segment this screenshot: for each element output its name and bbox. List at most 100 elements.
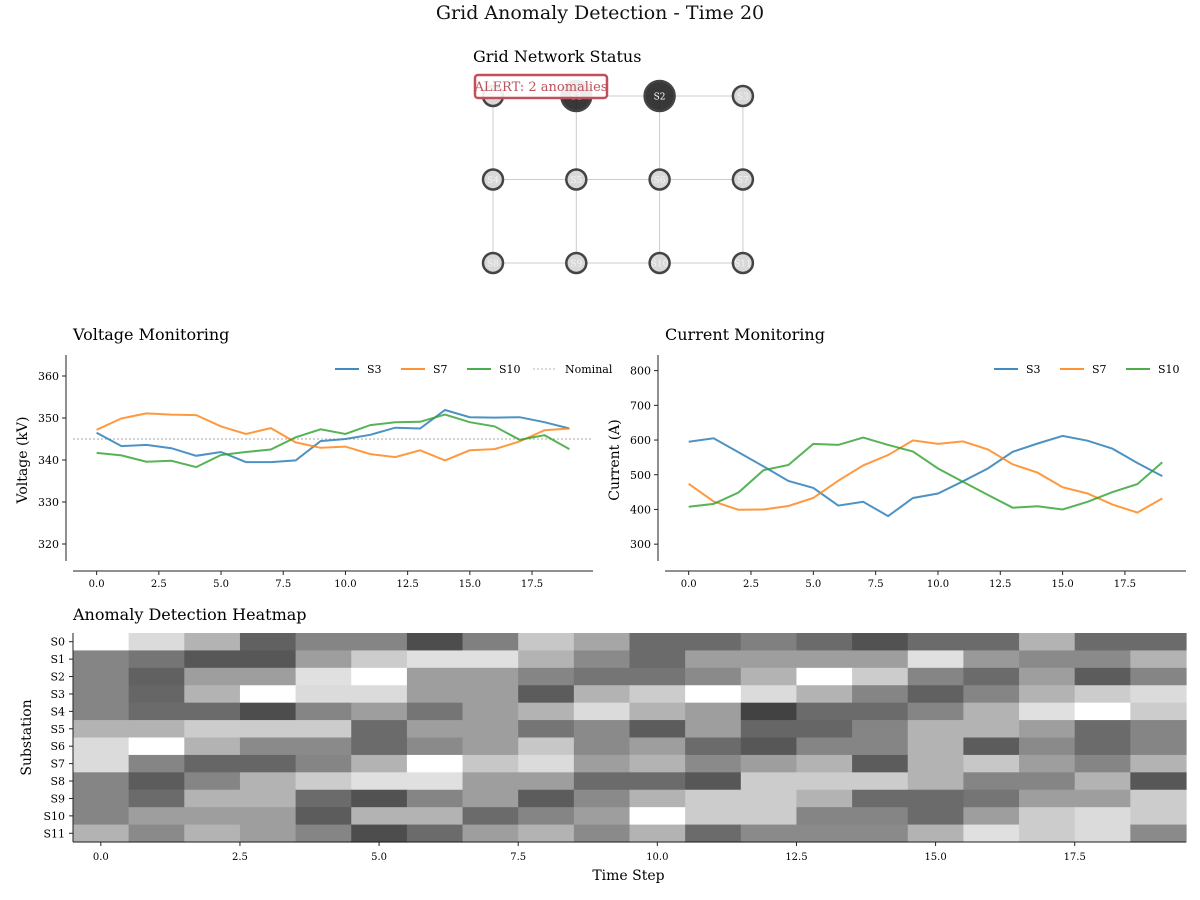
- heatmap-cell: [518, 720, 575, 739]
- heatmap-cell: [184, 702, 241, 721]
- heatmap-cell: [462, 807, 519, 826]
- heatmap-cell: [963, 685, 1020, 704]
- heatmap-cell: [128, 685, 185, 704]
- substation-node-label: S10: [651, 260, 669, 270]
- heatmap-cell: [239, 789, 297, 808]
- heatmap-cell: [406, 667, 464, 686]
- heatmap-x-tick-label: 17.5: [1064, 852, 1086, 863]
- heatmap-cell: [462, 633, 519, 652]
- heatmap-cell: [573, 650, 631, 669]
- heatmap-cell: [518, 685, 575, 704]
- heatmap-cell: [73, 702, 130, 721]
- heatmap-cell: [295, 807, 352, 826]
- heatmap-cell: [73, 737, 130, 756]
- heatmap-cell: [1019, 667, 1076, 686]
- heatmap-cell: [1130, 650, 1187, 669]
- heatmap-cell: [573, 667, 631, 686]
- voltage-y-tick-label: 350: [38, 412, 59, 425]
- heatmap-cell: [1019, 685, 1076, 704]
- heatmap-cell: [128, 702, 185, 721]
- current-x-tick-label: 0.0: [681, 579, 697, 590]
- current-series-line-s3: [688, 434, 1163, 518]
- voltage-legend-label: S7: [433, 363, 448, 376]
- heatmap-cell: [518, 807, 575, 826]
- heatmap-cell: [239, 772, 297, 791]
- voltage-x-tick-label: 7.5: [275, 579, 291, 590]
- heatmap-cell: [239, 685, 297, 704]
- heatmap-cell: [796, 772, 853, 791]
- heatmap-cell: [184, 737, 241, 756]
- heatmap-cell: [462, 702, 519, 721]
- heatmap-cell: [184, 650, 241, 669]
- current-title: Current Monitoring: [665, 325, 825, 344]
- heatmap-cell: [963, 807, 1020, 826]
- network-panel: Grid Network StatusS0S1S2S3S4S5S6S7S8S9S…: [473, 47, 755, 275]
- heatmap-cell: [1130, 824, 1187, 843]
- heatmap-cell: [295, 720, 352, 739]
- heatmap-cell: [406, 754, 464, 773]
- heatmap-y-tick-label: S2: [50, 671, 65, 684]
- voltage-series-line-s7: [96, 412, 570, 462]
- heatmap-cell: [852, 772, 909, 791]
- heatmap-cell: [73, 667, 130, 686]
- heatmap-cell: [1074, 667, 1131, 686]
- heatmap-cell: [128, 667, 185, 686]
- heatmap-cell: [1130, 685, 1187, 704]
- heatmap-cell: [852, 685, 909, 704]
- heatmap-cell: [406, 772, 464, 791]
- heatmap-cell: [351, 737, 408, 756]
- heatmap-y-axis-label: Substation: [19, 699, 35, 775]
- substation-node: [565, 251, 588, 275]
- heatmap-cell: [907, 824, 964, 843]
- heatmap-cell: [295, 650, 352, 669]
- alert-box: [473, 73, 609, 100]
- substation-node-label: S7: [737, 176, 749, 186]
- heatmap-cell: [73, 807, 130, 826]
- voltage-x-tick-label: 2.5: [151, 579, 167, 590]
- heatmap-cell: [740, 667, 798, 686]
- network-title: Grid Network Status: [473, 47, 641, 66]
- heatmap-cell: [796, 720, 853, 739]
- heatmap-cell: [462, 789, 519, 808]
- heatmap-cell: [518, 702, 575, 721]
- voltage-title: Voltage Monitoring: [72, 325, 229, 344]
- voltage-panel: Voltage Monitoring 320 330 340 350 360 0.0 2.5 5…: [15, 325, 613, 590]
- heatmap-x-tick-label: 2.5: [232, 852, 248, 863]
- heatmap-y-tick-label: S6: [50, 740, 65, 753]
- heatmap-cell: [351, 650, 408, 669]
- heatmap-cell: [184, 685, 241, 704]
- heatmap-cell: [852, 633, 909, 652]
- heatmap-cell: [184, 667, 241, 686]
- heatmap-cell: [963, 633, 1020, 652]
- heatmap-cell: [629, 633, 686, 652]
- substation-node: [731, 84, 755, 108]
- heatmap-cell: [128, 789, 185, 808]
- heatmap-cell: [685, 737, 742, 756]
- heatmap-cell: [740, 789, 798, 808]
- heatmap-cell: [1019, 754, 1076, 773]
- heatmap-cell: [295, 772, 352, 791]
- heatmap-x-tick-label: 7.5: [510, 852, 526, 863]
- heatmap-x-tick-label: 10.0: [646, 852, 668, 863]
- voltage-x-tick-label: 5.0: [213, 579, 229, 590]
- heatmap-cell: [796, 667, 853, 686]
- current-y-tick-label: 500: [630, 469, 651, 482]
- voltage-legend-label: S10: [499, 363, 521, 376]
- heatmap-cell: [629, 772, 686, 791]
- heatmap-cell: [351, 633, 408, 652]
- heatmap-cell: [963, 737, 1020, 756]
- current-x-tick-label: 12.5: [989, 579, 1011, 590]
- heatmap-cell: [852, 667, 909, 686]
- heatmap-cell: [907, 754, 964, 773]
- heatmap-cell: [518, 824, 575, 843]
- heatmap-cell: [406, 702, 464, 721]
- heatmap-cell: [462, 650, 519, 669]
- heatmap-cell: [295, 789, 352, 808]
- heatmap-cell: [629, 685, 686, 704]
- heatmap-cell: [73, 772, 130, 791]
- current-x-tick-label: 2.5: [743, 579, 759, 590]
- heatmap-cell: [796, 789, 853, 808]
- heatmap-cell: [573, 702, 631, 721]
- heatmap-y-tick-label: S1: [50, 653, 65, 666]
- heatmap-cell: [629, 650, 686, 669]
